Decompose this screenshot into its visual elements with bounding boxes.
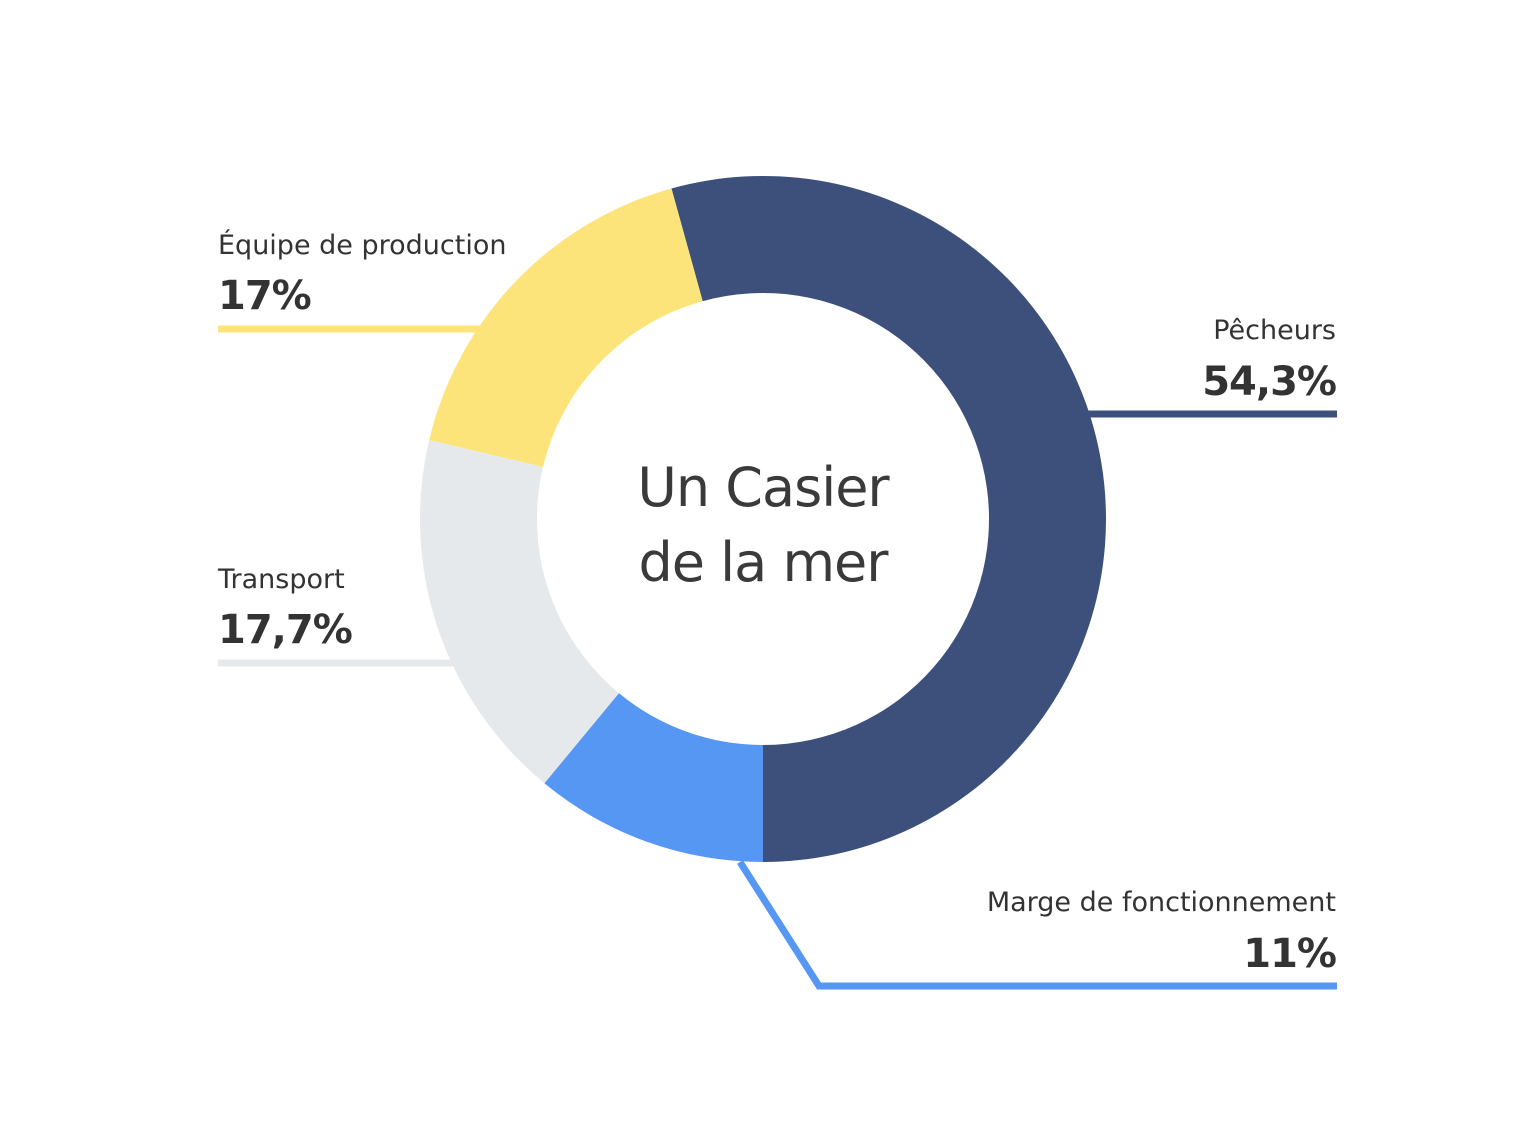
center-title-line-1: Un Casier xyxy=(637,456,890,519)
donut-slices xyxy=(420,176,1106,863)
slice-label-transport: Transport xyxy=(217,564,345,595)
slice-label-equipe: Équipe de production xyxy=(218,229,506,261)
slice-label-pecheurs: Pêcheurs xyxy=(1213,315,1336,346)
leader-lines xyxy=(218,325,1337,990)
leader-line-marge xyxy=(737,860,1337,990)
slice-value-transport: 17,7% xyxy=(218,607,352,653)
slice-value-marge: 11% xyxy=(1243,931,1336,977)
slice-marge xyxy=(544,693,763,862)
center-title-line-2: de la mer xyxy=(639,531,890,594)
slice-transport xyxy=(420,439,619,784)
slice-label-marge: Marge de fonctionnement xyxy=(987,887,1336,918)
slice-value-equipe: 17% xyxy=(218,273,311,319)
slice-equipe xyxy=(429,188,703,467)
slice-value-pecheurs: 54,3% xyxy=(1202,359,1336,405)
slice-pecheurs xyxy=(671,176,1106,863)
